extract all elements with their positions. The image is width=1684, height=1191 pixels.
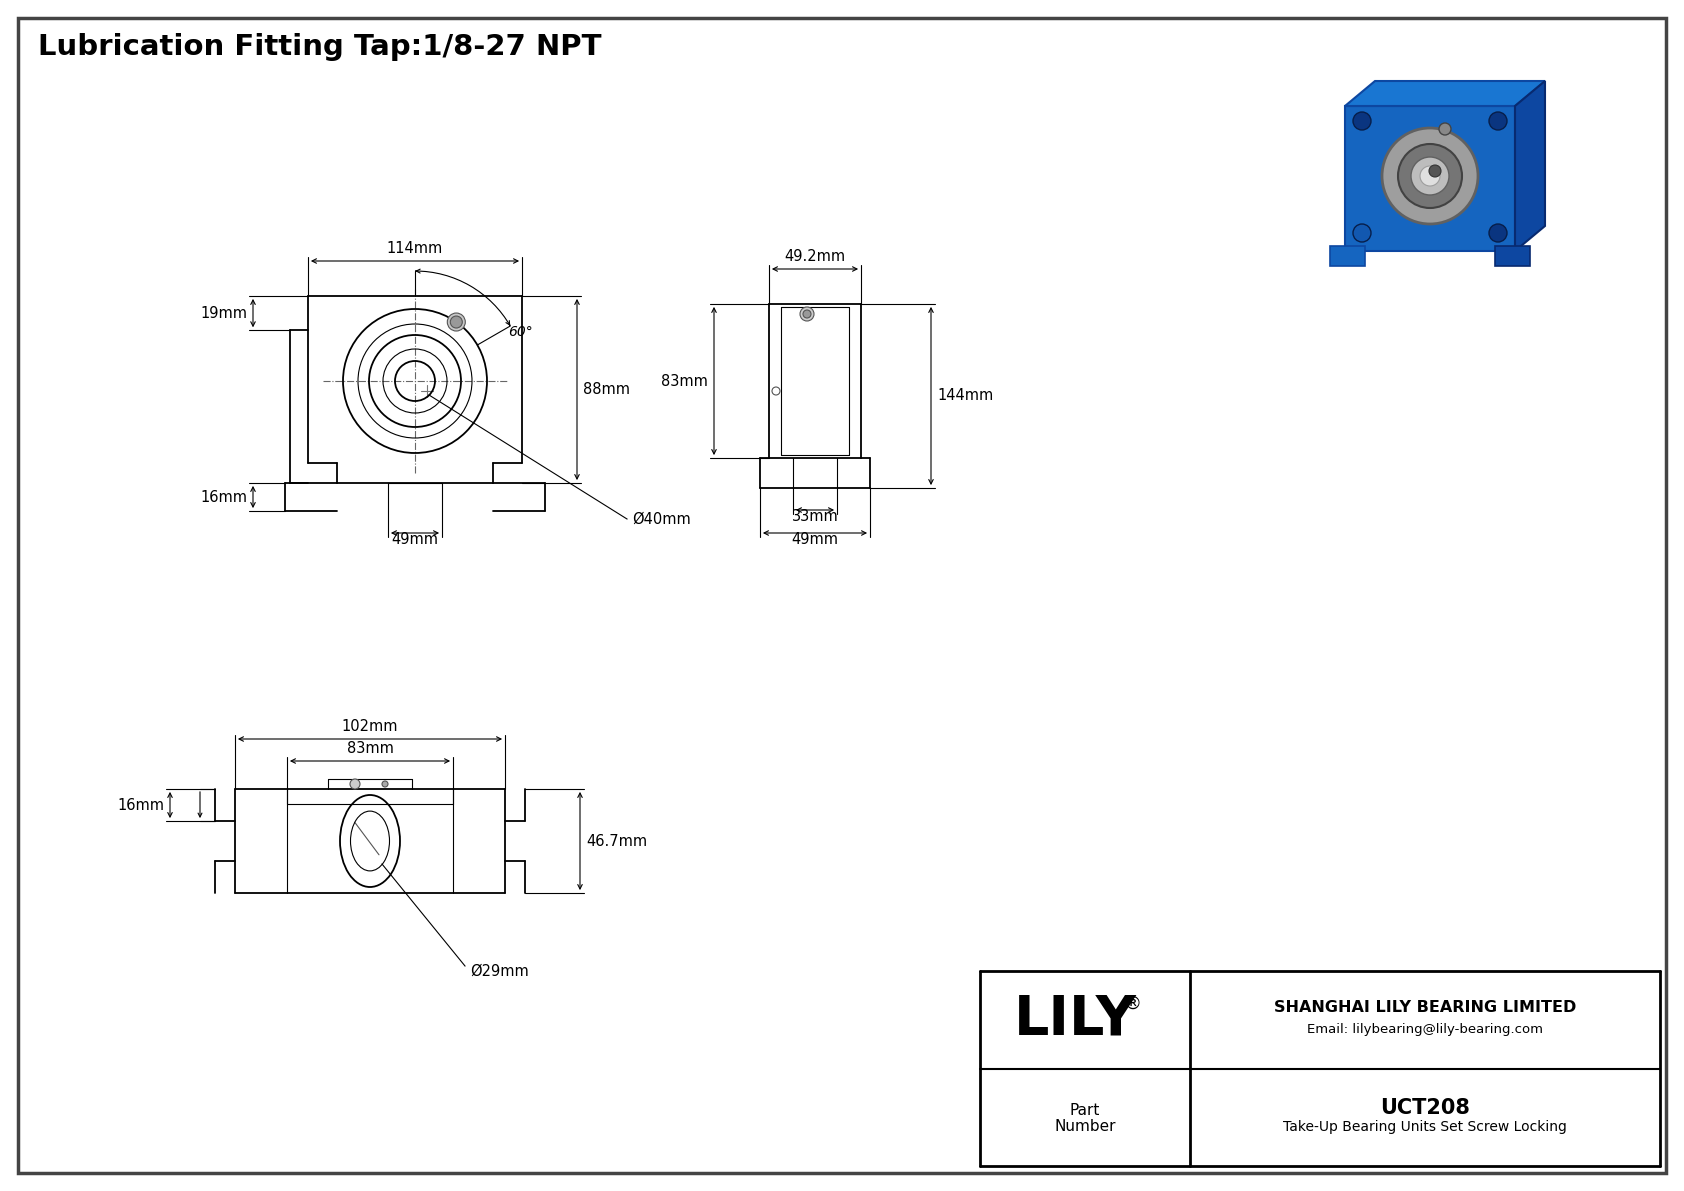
Text: 144mm: 144mm <box>936 388 994 404</box>
Circle shape <box>1489 224 1507 242</box>
Polygon shape <box>1346 106 1516 251</box>
Text: 49mm: 49mm <box>391 532 438 547</box>
Text: 102mm: 102mm <box>342 719 397 734</box>
Circle shape <box>803 310 812 318</box>
Text: 16mm: 16mm <box>200 490 248 505</box>
Text: Take-Up Bearing Units Set Screw Locking: Take-Up Bearing Units Set Screw Locking <box>1283 1121 1566 1134</box>
Text: Email: lilybearing@lily-bearing.com: Email: lilybearing@lily-bearing.com <box>1307 1023 1543 1036</box>
Circle shape <box>448 313 465 331</box>
Text: 16mm: 16mm <box>116 798 163 812</box>
Circle shape <box>1440 123 1452 135</box>
Circle shape <box>1420 166 1440 186</box>
Text: Number: Number <box>1054 1118 1116 1134</box>
Text: SHANGHAI LILY BEARING LIMITED: SHANGHAI LILY BEARING LIMITED <box>1273 1000 1576 1015</box>
Circle shape <box>450 316 463 328</box>
Polygon shape <box>1495 247 1531 266</box>
Text: 88mm: 88mm <box>583 382 630 397</box>
Circle shape <box>1430 166 1442 177</box>
Text: 49mm: 49mm <box>791 532 839 547</box>
Text: 83mm: 83mm <box>347 741 394 756</box>
Text: Part: Part <box>1069 1103 1100 1117</box>
Text: 49.2mm: 49.2mm <box>785 249 845 264</box>
Circle shape <box>1398 144 1462 208</box>
Circle shape <box>1411 157 1448 195</box>
Text: Ø29mm: Ø29mm <box>470 964 529 979</box>
Text: 83mm: 83mm <box>662 374 707 388</box>
Text: Ø40mm: Ø40mm <box>632 511 690 526</box>
Circle shape <box>1383 127 1479 224</box>
Text: UCT208: UCT208 <box>1381 1098 1470 1118</box>
Text: Lubrication Fitting Tap:1/8-27 NPT: Lubrication Fitting Tap:1/8-27 NPT <box>39 33 601 61</box>
Text: 60°: 60° <box>509 324 534 338</box>
Polygon shape <box>1346 81 1544 106</box>
Circle shape <box>1352 224 1371 242</box>
Text: ®: ® <box>1123 994 1142 1012</box>
Text: 114mm: 114mm <box>387 241 443 256</box>
Circle shape <box>800 307 813 322</box>
Circle shape <box>1489 112 1507 130</box>
Circle shape <box>1352 112 1371 130</box>
Text: 33mm: 33mm <box>791 509 839 524</box>
Text: 19mm: 19mm <box>200 306 248 320</box>
Polygon shape <box>1330 247 1366 266</box>
Text: 46.7mm: 46.7mm <box>586 834 647 848</box>
Text: LILY: LILY <box>1014 993 1137 1047</box>
Circle shape <box>382 781 387 787</box>
Circle shape <box>350 779 360 788</box>
Polygon shape <box>1516 81 1544 251</box>
